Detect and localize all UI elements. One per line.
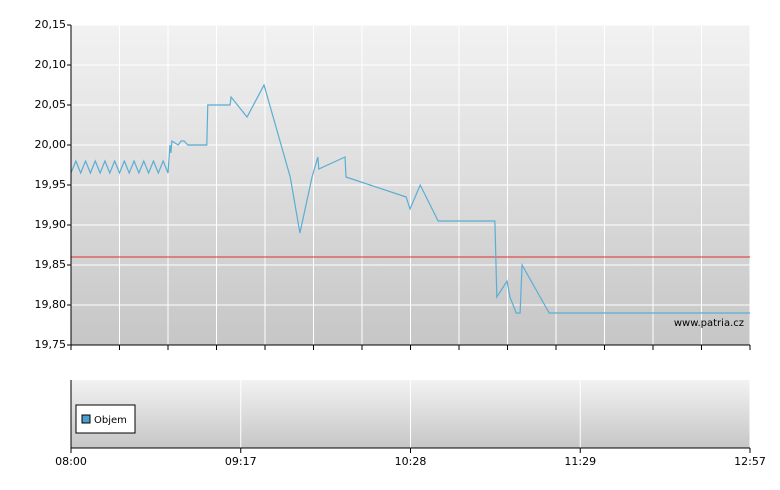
y-tick-label: 19,90 [35, 218, 67, 231]
x-tick-label: 11:29 [564, 455, 596, 468]
y-tick-label: 19,75 [35, 338, 67, 351]
legend-box [75, 404, 136, 434]
x-tick-label: 09:17 [225, 455, 257, 468]
x-tick-label: 10:28 [395, 455, 427, 468]
y-tick-label: 19,85 [35, 258, 67, 271]
price-line [70, 83, 750, 314]
y-tick-label: 19,80 [35, 298, 67, 311]
y-tick-label: 19,95 [35, 178, 67, 191]
y-tick-label: 20,00 [35, 138, 67, 151]
y-tick-label: 20,15 [35, 18, 67, 31]
legend-label: Objem [94, 415, 127, 426]
x-tick-label: 08:00 [55, 455, 87, 468]
watermark: www.patria.cz [674, 318, 744, 329]
y-tick-label: 20,10 [35, 58, 67, 71]
legend-swatch [81, 414, 91, 424]
y-tick-label: 20,05 [35, 98, 67, 111]
x-tick-label: 12:57 [734, 455, 766, 468]
